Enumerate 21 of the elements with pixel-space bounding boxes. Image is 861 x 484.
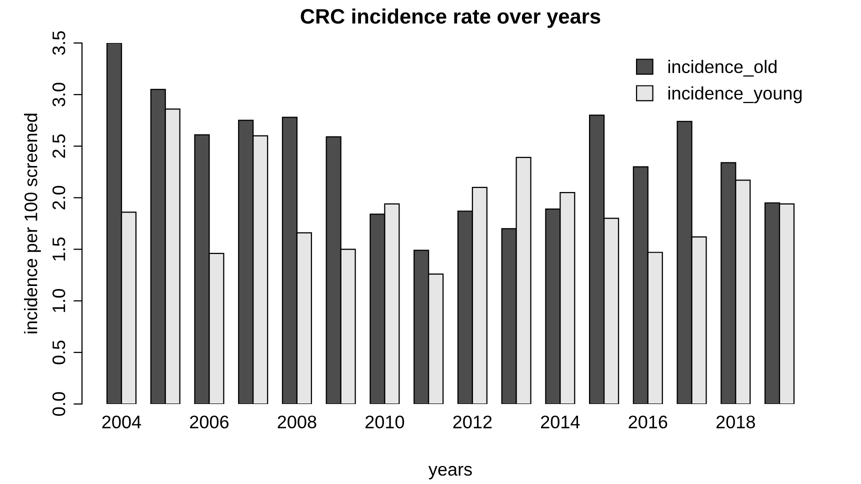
y-axis-title: incidence per 100 screened xyxy=(24,114,41,334)
y-tick-label: 1.5 xyxy=(52,237,66,260)
y-tick-label: 0.5 xyxy=(52,340,66,364)
y-tick-label: 2.0 xyxy=(52,186,66,210)
x-tick-label: 2004 xyxy=(102,416,142,428)
x-tick-label: 2018 xyxy=(716,416,755,428)
y-tick-label: 3.5 xyxy=(52,31,66,55)
x-axis-title: years xyxy=(428,466,472,480)
x-tick-label: 2010 xyxy=(366,416,404,428)
x-tick-label: 2014 xyxy=(541,416,580,428)
y-tick-label: 2.5 xyxy=(52,134,66,158)
y-tick-label: 3.0 xyxy=(52,82,66,106)
x-tick-label: 2006 xyxy=(190,416,229,428)
y-tick-label: 0.0 xyxy=(52,392,66,416)
chart-title: CRC incidence rate over years xyxy=(300,8,600,28)
legend-label: incidence_young xyxy=(668,86,802,104)
legend-label: incidence_old xyxy=(668,60,776,77)
x-tick-label: 2008 xyxy=(278,416,316,428)
y-tick-label: 1.0 xyxy=(52,289,66,312)
x-tick-label: 2012 xyxy=(453,416,492,428)
x-tick-label: 2016 xyxy=(628,416,668,428)
